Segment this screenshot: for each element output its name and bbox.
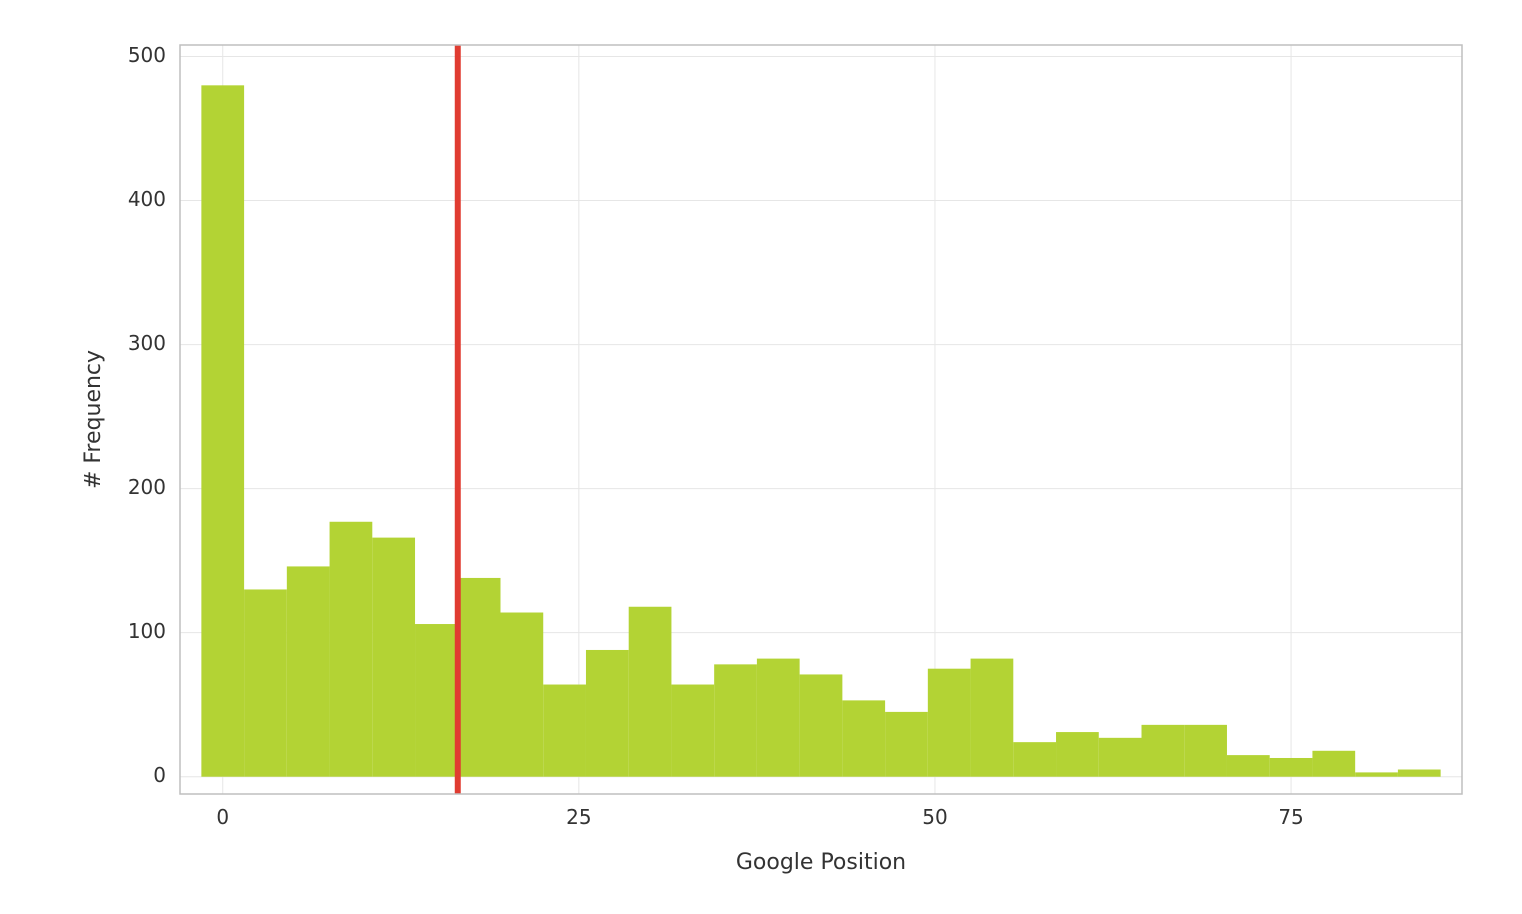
histogram-bar: [714, 664, 757, 776]
x-tick-label: 50: [922, 805, 947, 829]
y-tick-label: 0: [153, 763, 166, 787]
histogram-bar: [458, 578, 501, 777]
histogram-bar: [842, 700, 885, 776]
x-tick-label: 25: [566, 805, 591, 829]
histogram-bar: [1398, 770, 1441, 777]
x-tick-label: 75: [1278, 805, 1303, 829]
histogram-bar: [1056, 732, 1099, 777]
histogram-bar: [1184, 725, 1227, 777]
y-tick-label: 400: [128, 187, 166, 211]
histogram-bar: [330, 522, 373, 777]
histogram-bar: [244, 589, 287, 776]
histogram-chart: 0 25 50 75 0 100 200 300 400 500 Google Position # …: [0, 0, 1522, 914]
x-tick-labels: 0 25 50 75: [216, 805, 1303, 829]
y-tick-label: 200: [128, 475, 166, 499]
histogram-bar: [372, 538, 415, 777]
histogram-bar: [1227, 755, 1270, 777]
y-tick-label: 100: [128, 619, 166, 643]
histogram-bar: [1013, 742, 1056, 777]
histogram-bar: [287, 566, 330, 776]
chart-svg: 0 25 50 75 0 100 200 300 400 500 Google Position # …: [0, 0, 1522, 914]
histogram-bar: [971, 659, 1014, 777]
histogram-bar: [415, 624, 458, 777]
histogram-bar: [1312, 751, 1355, 777]
x-tick-label: 0: [216, 805, 229, 829]
histogram-bar: [1099, 738, 1142, 777]
histogram-bar: [928, 669, 971, 777]
histogram-bar: [1355, 772, 1398, 776]
y-axis-label: # Frequency: [81, 350, 106, 489]
histogram-bar: [671, 685, 714, 777]
y-tick-labels: 0 100 200 300 400 500: [128, 43, 166, 787]
histogram-bar: [1270, 758, 1313, 777]
histogram-bar: [800, 674, 843, 776]
x-axis-label: Google Position: [736, 850, 906, 875]
y-tick-label: 500: [128, 43, 166, 67]
histogram-bar: [757, 659, 800, 777]
histogram-bar: [885, 712, 928, 777]
histogram-bar: [1142, 725, 1185, 777]
histogram-bar: [501, 613, 544, 777]
histogram-bar: [629, 607, 672, 777]
histogram-bar: [543, 685, 586, 777]
y-tick-label: 300: [128, 331, 166, 355]
histogram-bar: [201, 85, 244, 776]
histogram-bar: [586, 650, 629, 777]
